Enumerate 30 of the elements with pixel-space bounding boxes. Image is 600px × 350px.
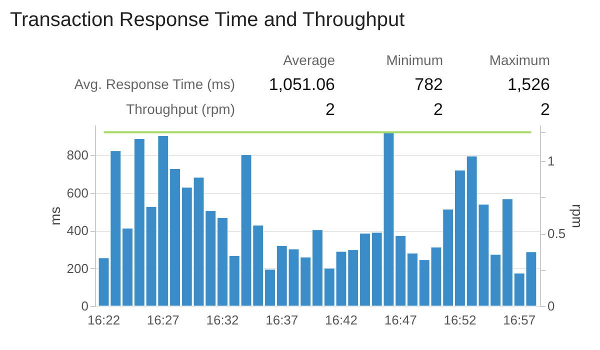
y-tick-label: 200 <box>66 260 88 276</box>
x-tick-label: 16:32 <box>206 312 239 328</box>
y2-tick-label: 1 <box>548 154 555 169</box>
text: Minimum <box>386 52 443 68</box>
text: 1,526 <box>507 75 550 94</box>
text: 2 <box>540 100 550 119</box>
y-tick-label: 800 <box>66 148 88 163</box>
x-tick-label: 16:52 <box>444 312 476 328</box>
x-tick-label: 16:22 <box>88 312 120 328</box>
text: 2 <box>326 100 335 119</box>
x-tick-label: 16:37 <box>266 312 298 328</box>
chart-title: Transaction Response Time and Throughput <box>10 9 406 31</box>
x-tick-label: 16:47 <box>384 312 417 328</box>
text: Throughput (rpm) <box>126 101 235 117</box>
y2-axis-title: rpm <box>570 204 586 228</box>
text: 782 <box>414 75 443 94</box>
text: Avg. Response Time (ms) <box>74 76 235 92</box>
text: Average <box>283 52 336 68</box>
y-axis-title: ms <box>46 206 63 226</box>
x-tick-label: 16:57 <box>503 312 536 328</box>
text: 2 <box>434 100 443 119</box>
text: Maximum <box>489 52 550 68</box>
y-tick-label: 0 <box>81 298 88 314</box>
text: 1,051.06 <box>268 75 335 94</box>
y2-tick-label: 0.5 <box>548 226 566 242</box>
x-tick-label: 16:27 <box>146 312 180 328</box>
x-tick-label: 16:42 <box>324 312 358 328</box>
y-tick-label: 400 <box>66 223 88 238</box>
y2-tick-label: 0 <box>548 298 555 314</box>
y-tick-label: 600 <box>66 185 88 200</box>
